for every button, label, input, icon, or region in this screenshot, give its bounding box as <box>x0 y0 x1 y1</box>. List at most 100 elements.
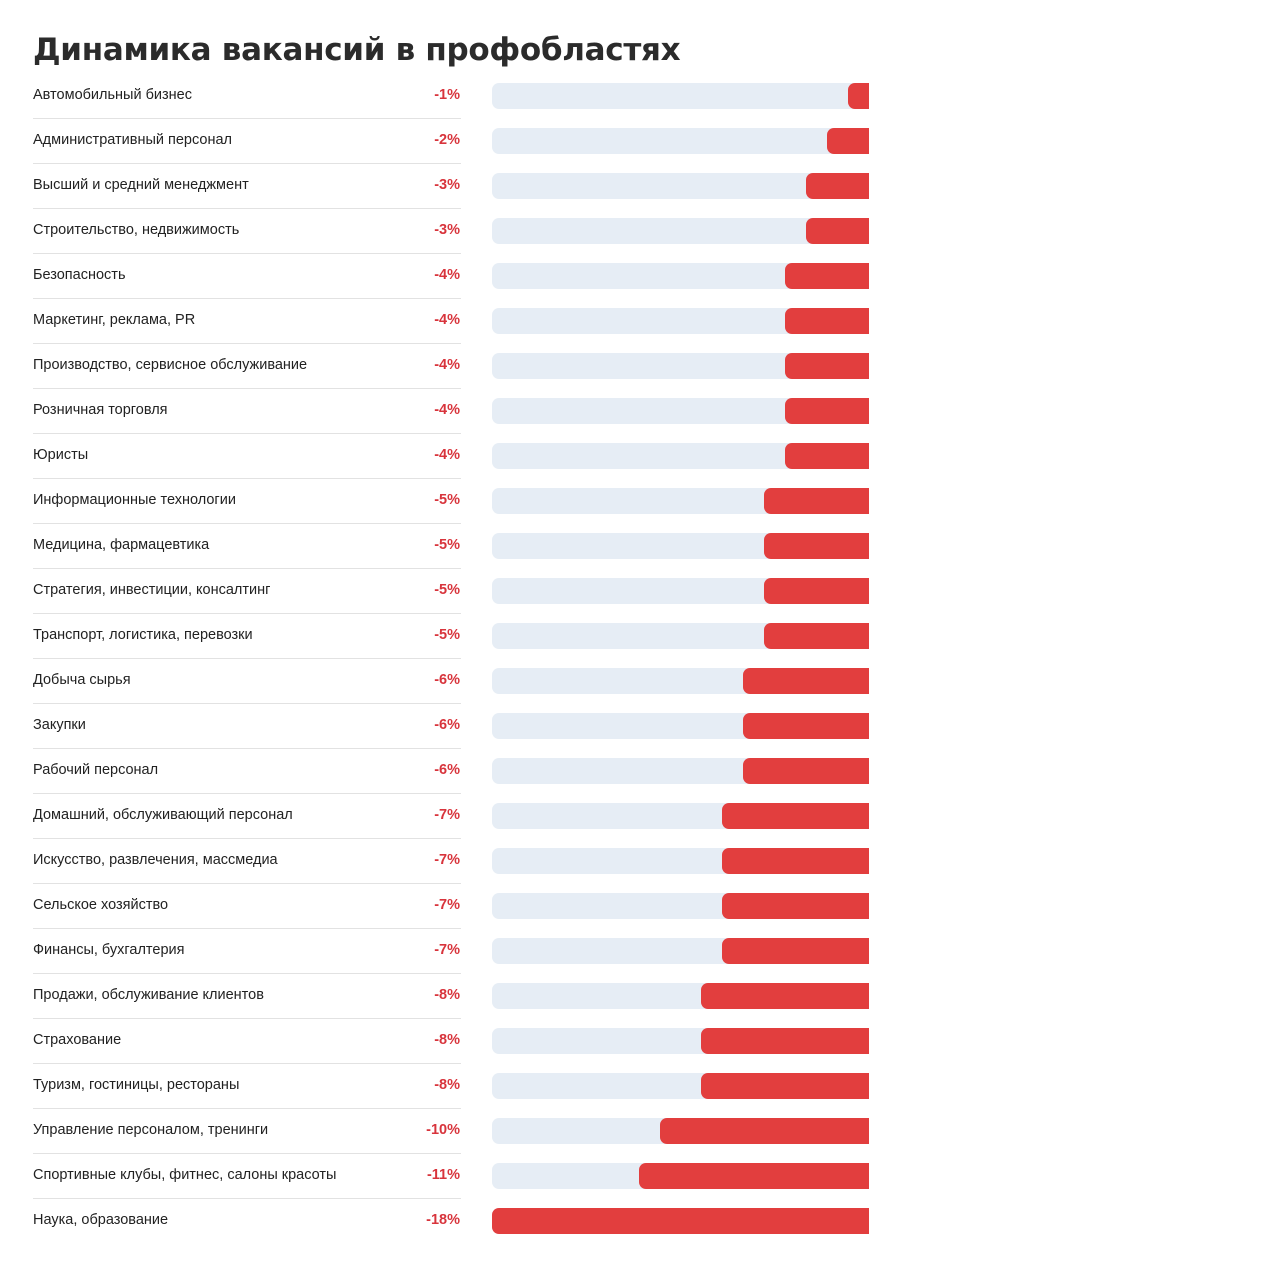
row-divider <box>33 343 461 344</box>
category-label: Страхование <box>33 1032 122 1048</box>
row-divider <box>33 1063 461 1064</box>
bar-row: Наука, образование -18% <box>0 1198 900 1243</box>
bar <box>785 353 869 379</box>
bar-row: Информационные технологии -5% <box>0 478 900 524</box>
bar-row: Автомобильный бизнес -1% <box>0 73 900 119</box>
category-label: Автомобильный бизнес <box>33 87 192 103</box>
chart-title: Динамика вакансий в профобластях <box>33 32 681 68</box>
bar <box>722 938 869 964</box>
bar <box>492 1208 869 1234</box>
row-divider <box>33 433 461 434</box>
bar-track <box>492 803 869 829</box>
bar-row: Безопасность -4% <box>0 253 900 299</box>
bar-track <box>492 488 869 514</box>
bar <box>743 758 869 784</box>
row-divider <box>33 163 461 164</box>
category-label: Транспорт, логистика, перевозки <box>33 627 253 643</box>
row-divider <box>33 523 461 524</box>
value-label: -10% <box>426 1122 460 1138</box>
bar-track <box>492 83 869 109</box>
row-divider <box>33 388 461 389</box>
value-label: -7% <box>434 807 460 823</box>
bar-track <box>492 713 869 739</box>
bar <box>722 893 869 919</box>
category-label: Закупки <box>33 717 86 733</box>
value-label: -2% <box>434 132 460 148</box>
value-label: -4% <box>434 312 460 328</box>
category-label: Наука, образование <box>33 1212 169 1228</box>
bar <box>764 488 869 514</box>
row-divider <box>33 208 461 209</box>
value-label: -11% <box>426 1167 460 1183</box>
value-label: -3% <box>434 222 460 238</box>
value-label: -5% <box>434 582 460 598</box>
row-divider <box>33 748 461 749</box>
category-label: Маркетинг, реклама, PR <box>33 312 196 328</box>
bar-track <box>492 308 869 334</box>
category-label: Юристы <box>33 447 89 463</box>
row-divider <box>33 1153 461 1154</box>
bar-track <box>492 578 869 604</box>
category-label: Туризм, гостиницы, рестораны <box>33 1077 240 1093</box>
bar-row: Строительство, недвижимость -3% <box>0 208 900 254</box>
category-label: Медицина, фармацевтика <box>33 537 210 553</box>
category-label: Спортивные клубы, фитнес, салоны красоты <box>33 1167 337 1183</box>
value-label: -4% <box>434 357 460 373</box>
bar-row: Страхование -8% <box>0 1018 900 1064</box>
bar-track <box>492 1073 869 1099</box>
category-label: Информационные технологии <box>33 492 236 508</box>
category-label: Домашний, обслуживающий персонал <box>33 807 293 823</box>
row-divider <box>33 838 461 839</box>
value-label: -7% <box>434 897 460 913</box>
bar-row: Спортивные клубы, фитнес, салоны красоты… <box>0 1153 900 1199</box>
category-label: Финансы, бухгалтерия <box>33 942 185 958</box>
bar <box>701 983 869 1009</box>
category-label: Искусство, развлечения, массмедиа <box>33 852 278 868</box>
value-label: -7% <box>434 942 460 958</box>
bar <box>701 1073 869 1099</box>
bar-track <box>492 1208 869 1234</box>
bar-row: Высший и средний менеджмент -3% <box>0 163 900 209</box>
category-label: Управление персоналом, тренинги <box>33 1122 269 1138</box>
value-label: -7% <box>434 852 460 868</box>
row-divider <box>33 973 461 974</box>
bar-row: Финансы, бухгалтерия -7% <box>0 928 900 974</box>
bar-row: Закупки -6% <box>0 703 900 749</box>
value-label: -5% <box>434 492 460 508</box>
row-divider <box>33 253 461 254</box>
category-label: Рабочий персонал <box>33 762 159 778</box>
bar-list: Автомобильный бизнес -1% Административный … <box>0 73 900 1243</box>
bar-row: Домашний, обслуживающий персонал -7% <box>0 793 900 839</box>
value-label: -5% <box>434 537 460 553</box>
row-divider <box>33 883 461 884</box>
bar <box>764 533 869 559</box>
value-label: -3% <box>434 177 460 193</box>
bar <box>827 128 869 154</box>
bar-track <box>492 938 869 964</box>
bar-track <box>492 623 869 649</box>
bar-track <box>492 533 869 559</box>
row-divider <box>33 613 461 614</box>
bar-track <box>492 353 869 379</box>
bar <box>848 83 869 109</box>
bar <box>785 443 869 469</box>
bar-row: Стратегия, инвестиции, консалтинг -5% <box>0 568 900 614</box>
value-label: -6% <box>434 672 460 688</box>
value-label: -18% <box>426 1212 460 1228</box>
bar <box>785 398 869 424</box>
row-divider <box>33 118 461 119</box>
row-divider <box>33 1018 461 1019</box>
bar <box>785 308 869 334</box>
value-label: -1% <box>434 87 460 103</box>
bar-row: Искусство, развлечения, массмедиа -7% <box>0 838 900 884</box>
row-divider <box>33 298 461 299</box>
bar-row: Медицина, фармацевтика -5% <box>0 523 900 569</box>
value-label: -4% <box>434 447 460 463</box>
bar <box>764 623 869 649</box>
bar-track <box>492 668 869 694</box>
bar-track <box>492 398 869 424</box>
bar-track <box>492 848 869 874</box>
value-label: -4% <box>434 267 460 283</box>
bar-track <box>492 983 869 1009</box>
bar <box>764 578 869 604</box>
